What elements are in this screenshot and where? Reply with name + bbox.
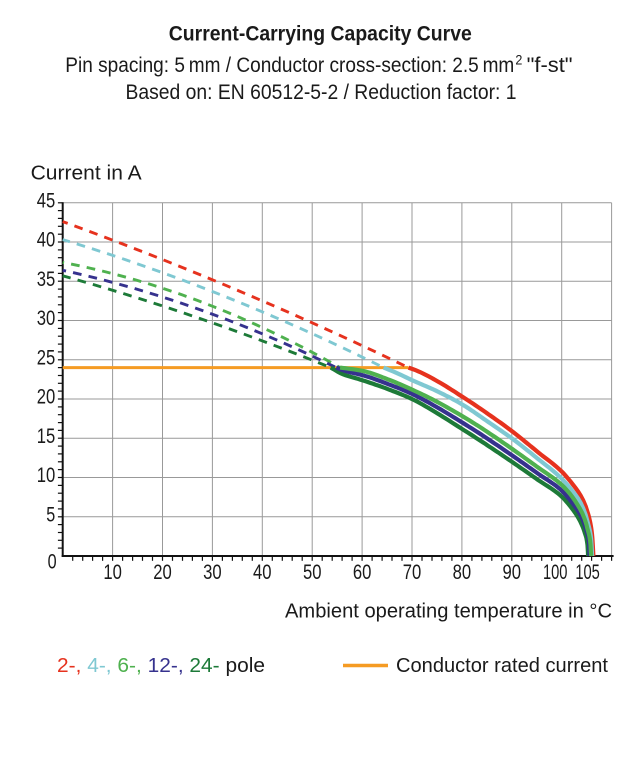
svg-text:40: 40 <box>253 560 272 584</box>
svg-text:35: 35 <box>37 267 56 291</box>
svg-text:90: 90 <box>503 560 522 584</box>
svg-text:70: 70 <box>403 560 422 584</box>
svg-text:100: 100 <box>543 560 568 584</box>
svg-text:105: 105 <box>575 560 600 584</box>
svg-text:20: 20 <box>37 385 56 409</box>
svg-text:Conductor rated current: Conductor rated current <box>396 654 608 677</box>
svg-text:45: 45 <box>37 188 56 212</box>
svg-text:0: 0 <box>48 550 57 574</box>
svg-text:30: 30 <box>203 560 222 584</box>
svg-text:Pin spacing: 5 mm / Conductor: Pin spacing: 5 mm / Conductor cross-sect… <box>65 54 514 77</box>
svg-text:5: 5 <box>46 503 55 527</box>
svg-text:30: 30 <box>37 306 56 330</box>
svg-text:"f-st": "f-st" <box>527 54 573 77</box>
svg-text:2: 2 <box>515 52 522 68</box>
svg-text:25: 25 <box>37 345 56 369</box>
svg-text:50: 50 <box>303 560 322 584</box>
svg-text:20: 20 <box>153 560 172 584</box>
svg-text:10: 10 <box>37 463 56 487</box>
svg-text:Ambient operating temperature: Ambient operating temperature in °C <box>285 600 612 623</box>
svg-text:Current-Carrying Capacity Curv: Current-Carrying Capacity Curve <box>169 22 472 46</box>
svg-text:Current in A: Current in A <box>31 162 142 185</box>
svg-text:80: 80 <box>453 560 472 584</box>
svg-text:15: 15 <box>37 424 56 448</box>
svg-text:Based on: EN 60512-5-2 / Reduc: Based on: EN 60512-5-2 / Reduction facto… <box>126 81 517 104</box>
svg-text:2-, 4-, 6-, 12-, 24- pole: 2-, 4-, 6-, 12-, 24- pole <box>57 654 265 677</box>
svg-text:40: 40 <box>37 228 56 252</box>
svg-text:60: 60 <box>353 560 372 584</box>
svg-text:10: 10 <box>103 560 122 584</box>
